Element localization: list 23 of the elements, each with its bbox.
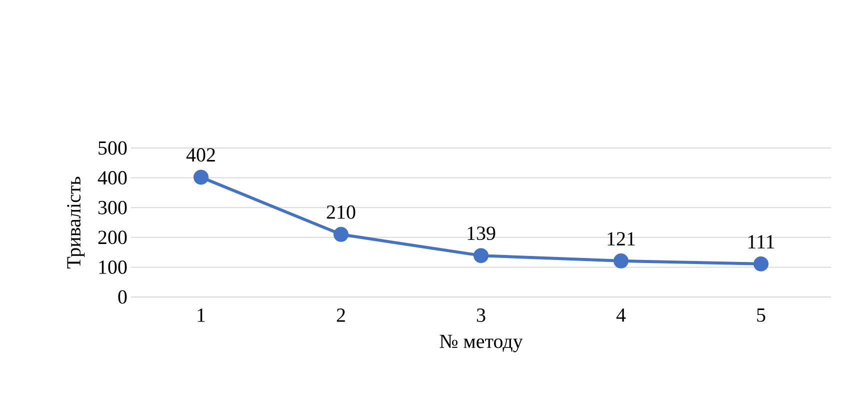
x-tick-label: 1 [198, 308, 205, 322]
data-label: 121 [608, 232, 635, 246]
data-label: 210 [326, 205, 356, 219]
point [754, 256, 768, 272]
y-tick-label: 400 [98, 171, 127, 185]
point [474, 248, 488, 264]
y-tick-label: 300 [98, 200, 127, 214]
x-tick-label: 3 [476, 308, 486, 322]
data-label: 111 [748, 235, 774, 248]
data-label: 402 [186, 148, 215, 162]
x-tick-label: 5 [757, 308, 766, 322]
x-tick-label: 2 [336, 308, 345, 322]
y-axis-title: Тривалість [67, 176, 85, 268]
x-tick-label: 4 [616, 308, 626, 322]
y-tick-label: 200 [98, 230, 127, 244]
point [334, 226, 349, 242]
data-label: 139 [468, 226, 496, 240]
y-tick-label: 100 [99, 260, 127, 274]
point [194, 170, 209, 185]
point [614, 253, 628, 268]
y-tick-label: 500 [98, 141, 127, 155]
y-tick-label: 0 [118, 290, 127, 304]
x-axis-title: № методу [440, 334, 523, 352]
